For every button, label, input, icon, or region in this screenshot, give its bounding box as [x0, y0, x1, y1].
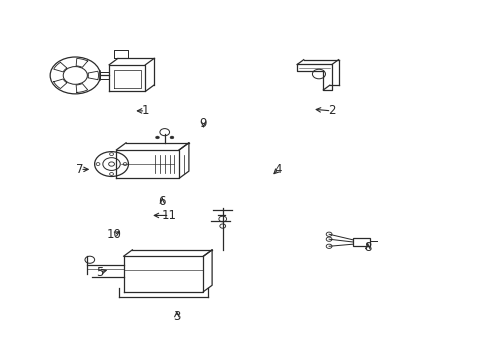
Bar — [352, 238, 369, 246]
Text: 10: 10 — [106, 229, 121, 242]
Circle shape — [155, 136, 159, 139]
Text: 5: 5 — [96, 266, 103, 279]
Circle shape — [170, 136, 174, 139]
Text: 1: 1 — [142, 104, 149, 117]
Text: 7: 7 — [76, 163, 84, 176]
Text: 6: 6 — [158, 195, 166, 208]
Text: 3: 3 — [173, 310, 180, 323]
Text: 2: 2 — [327, 104, 335, 117]
Text: 11: 11 — [162, 209, 177, 222]
Text: 4: 4 — [274, 163, 282, 176]
Text: 9: 9 — [199, 117, 207, 130]
Bar — [100, 72, 109, 79]
Text: 8: 8 — [364, 241, 371, 254]
